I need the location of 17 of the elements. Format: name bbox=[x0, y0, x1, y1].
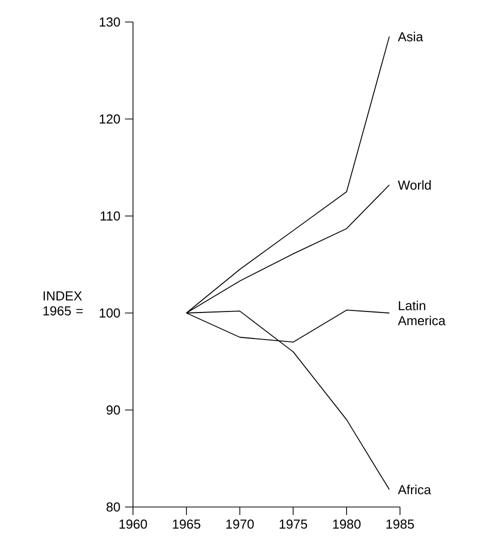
x-tick-label: 1980 bbox=[333, 520, 361, 529]
x-tick-label: 1965 bbox=[172, 520, 200, 529]
y-tick-label: 90 bbox=[106, 405, 120, 415]
y-tick-label: 80 bbox=[106, 502, 120, 512]
series-label: World bbox=[398, 180, 431, 190]
y-tick-label: 130 bbox=[100, 17, 120, 27]
series-label: Latin America bbox=[398, 300, 446, 326]
y-axis-title: INDEX 1965 = bbox=[43, 291, 83, 316]
y-tick-label: 110 bbox=[100, 211, 120, 221]
y-tick-label: 100 bbox=[100, 308, 120, 318]
series-label: Asia bbox=[398, 32, 424, 42]
x-tick-label: 1960 bbox=[120, 520, 147, 529]
x-tick-label: 1975 bbox=[280, 520, 308, 529]
x-tick-label: 1970 bbox=[226, 520, 254, 529]
x-tick-label: 1985 bbox=[386, 520, 414, 529]
y-tick-label: 120 bbox=[100, 114, 120, 124]
series-label: Africa bbox=[398, 484, 432, 494]
